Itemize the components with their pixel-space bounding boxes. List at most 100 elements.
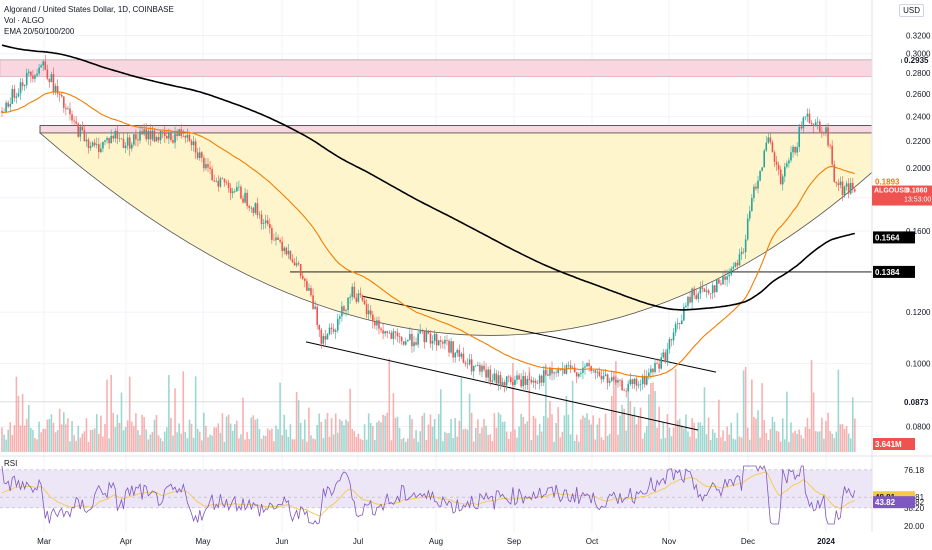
volume-bar	[588, 419, 590, 452]
candle-body	[831, 145, 833, 165]
candle-body	[536, 382, 539, 384]
candle-body	[376, 320, 378, 326]
candle-body	[683, 307, 685, 321]
volume-bar	[454, 418, 456, 452]
volume-bar	[21, 394, 24, 452]
candle-body	[796, 147, 798, 153]
volume-bar	[493, 413, 496, 452]
time-tick-label: Nov	[662, 537, 676, 546]
volume-bar	[7, 429, 9, 452]
candle-body	[751, 197, 753, 212]
volume-bar	[427, 424, 430, 452]
volume-bar	[275, 425, 277, 452]
volume-bar	[503, 421, 506, 452]
candle-body	[672, 332, 675, 341]
volume-bar	[495, 427, 498, 452]
volume-bar	[819, 431, 821, 452]
candle-body	[594, 370, 597, 373]
candle-body	[289, 250, 292, 260]
ema-200-line	[1, 44, 855, 311]
volume-bar	[192, 437, 195, 452]
candle-body	[367, 310, 370, 315]
candle-body	[503, 381, 506, 386]
volume-bar	[308, 407, 310, 452]
volume-bar	[485, 425, 487, 452]
candle-body	[378, 320, 380, 329]
volume-bar	[536, 435, 539, 452]
volume-bar	[48, 419, 51, 452]
candle-body	[444, 339, 446, 344]
time-tick-label: Mar	[37, 537, 51, 546]
volume-bar	[590, 424, 592, 452]
volume-bar	[510, 431, 512, 452]
candle-body	[13, 88, 16, 98]
candle-body	[166, 135, 168, 139]
price-axis: 0.3200 0.3000 0.2800 0.2600 0.2400 0.2200 0.20…	[0, 0, 932, 532]
price-tags: High0.2935Low0.08730.1893ALGOUSD0.186013…	[872, 53, 932, 509]
candle-body	[304, 278, 306, 281]
volume-bar	[619, 415, 621, 452]
candle-body	[442, 341, 444, 344]
candle-body	[194, 141, 197, 153]
candle-body	[221, 178, 224, 180]
volume-bar	[163, 431, 166, 452]
candle-body	[551, 368, 553, 374]
candle-body	[308, 288, 310, 291]
candle-body	[314, 306, 316, 309]
volume-bar	[728, 434, 730, 452]
volume-bar	[297, 400, 300, 452]
candle-body	[52, 74, 55, 92]
volume-bar	[697, 422, 700, 452]
candle-body	[85, 139, 88, 142]
candle-body	[133, 134, 135, 145]
volume-bar	[538, 423, 541, 452]
candle-body	[532, 380, 535, 383]
volume-bar	[374, 440, 376, 452]
volume-bar	[27, 405, 30, 452]
candle-body	[619, 380, 621, 381]
candle-body	[575, 372, 578, 377]
candle-body	[155, 137, 158, 142]
volume-bar	[170, 417, 172, 452]
volume-bar	[757, 410, 759, 452]
support-level-tag: 0.1384	[875, 268, 900, 277]
candle-body	[163, 131, 166, 136]
volume-bar	[400, 439, 403, 452]
volume-bar	[532, 415, 535, 452]
volume-bar	[730, 422, 733, 452]
volume-bar	[528, 367, 531, 452]
candle-body	[231, 191, 234, 194]
candle-body	[767, 137, 770, 143]
candle-body	[291, 259, 294, 263]
candle-body	[93, 142, 96, 146]
candle-body	[606, 374, 609, 383]
volume-bar	[324, 419, 327, 452]
volume-bar	[271, 428, 273, 452]
candle-body	[266, 220, 269, 225]
volume-bar	[687, 431, 689, 452]
candle-body	[765, 142, 768, 151]
volume-bar	[648, 394, 650, 452]
volume-bar	[458, 420, 461, 452]
candle-body	[645, 376, 648, 385]
volume-bar	[689, 436, 691, 452]
candle-body	[600, 375, 603, 380]
candle-body	[724, 276, 726, 280]
candle-body	[225, 182, 228, 183]
candle-body	[19, 82, 22, 94]
volume-bar	[765, 432, 768, 452]
volume-bar	[656, 427, 658, 452]
volume-bar	[209, 434, 211, 452]
candle-body	[392, 331, 395, 339]
candle-body	[71, 114, 73, 121]
candle-body	[450, 341, 452, 353]
volume-bar	[314, 439, 316, 452]
volume-bar	[396, 416, 399, 452]
currency-button[interactable]: USD	[899, 4, 924, 17]
volume-bar	[217, 423, 220, 452]
candle-body	[565, 365, 568, 374]
volume-bar	[763, 420, 765, 452]
volume-bar	[615, 361, 617, 452]
volume-bar	[685, 414, 687, 452]
